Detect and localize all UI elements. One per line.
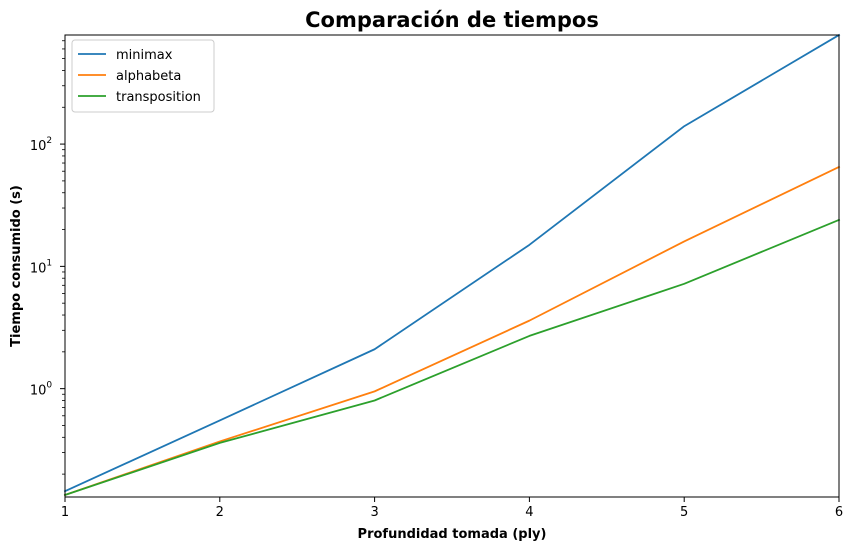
- series-line-minimax: [63, 33, 841, 493]
- y-tick-label: 101: [30, 258, 52, 276]
- legend-box: [71, 39, 215, 113]
- y-axis-title: Tiempo consumido (s): [9, 185, 24, 347]
- y-tick-label: 100: [30, 381, 53, 399]
- x-tick-label: 1: [61, 505, 69, 520]
- x-tick-label: 5: [680, 505, 688, 520]
- legend-label-minimax: minimax: [116, 48, 173, 63]
- series-line-alphabeta: [63, 165, 841, 497]
- legend: minimax alphabeta transposition: [71, 39, 215, 113]
- x-tick-label: 3: [370, 505, 378, 520]
- x-tick-label: 2: [216, 505, 224, 520]
- axis-layer: 1 2 3 4 5 6 100 101 102: [30, 40, 843, 520]
- x-tick-label: 4: [525, 505, 533, 520]
- x-tick-label: 6: [835, 505, 843, 520]
- series-layer: [63, 33, 841, 497]
- series-line-transposition: [63, 218, 841, 497]
- legend-label-alphabeta: alphabeta: [116, 69, 181, 84]
- chart-title: Comparación de tiempos: [305, 8, 599, 32]
- legend-label-transposition: transposition: [116, 90, 201, 105]
- x-axis-title: Profundidad tomada (ply): [358, 527, 547, 542]
- y-tick-label: 102: [30, 136, 52, 154]
